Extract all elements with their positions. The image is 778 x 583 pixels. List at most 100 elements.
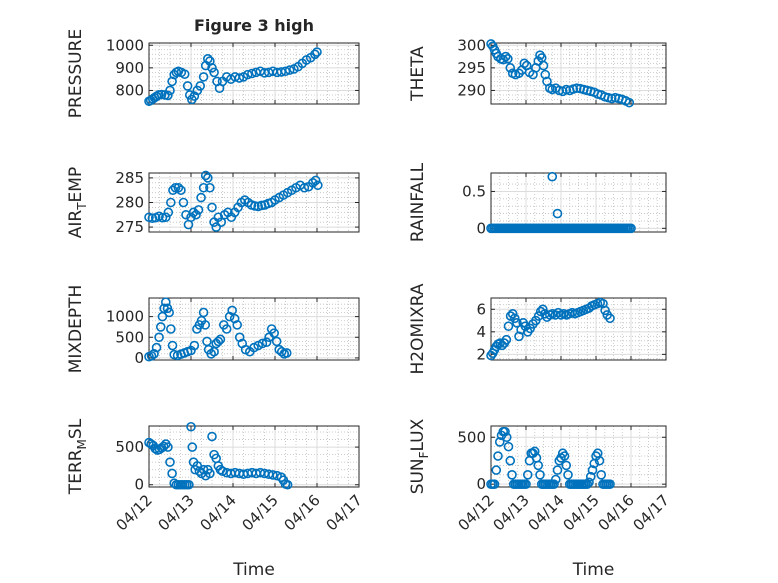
data-point — [158, 441, 169, 452]
data-point — [512, 317, 522, 328]
y-tick-label: 2 — [476, 345, 486, 363]
y-tick-label: 295 — [457, 59, 486, 77]
data-point — [310, 49, 320, 60]
data-point — [584, 477, 594, 488]
x-tick-label: 04/17 — [630, 491, 673, 534]
data-point — [310, 175, 321, 186]
data-point — [250, 201, 260, 211]
data-point — [156, 89, 167, 100]
data-point — [501, 432, 512, 443]
data-point — [494, 437, 505, 447]
y-tick-label: 300 — [457, 36, 486, 54]
data-point — [269, 328, 279, 338]
figure-title: Figure 3 high — [194, 16, 314, 35]
data-point — [261, 337, 272, 348]
plot-area — [490, 172, 667, 233]
data-point — [280, 66, 291, 77]
data-point — [493, 451, 503, 461]
y-axis-label: PRESSURE — [66, 29, 86, 118]
data-point — [276, 346, 287, 357]
data-point — [227, 305, 237, 316]
data-point — [196, 192, 206, 203]
data-point — [166, 197, 176, 208]
data-point — [529, 446, 540, 457]
y-tick-label: 0 — [134, 349, 144, 367]
data-point — [165, 457, 175, 467]
data-point — [256, 200, 267, 211]
data-point — [234, 73, 245, 83]
panel-theta: 290 295 300 THETA — [408, 36, 667, 108]
data-point — [163, 90, 173, 101]
data-point — [535, 469, 545, 480]
data-point — [519, 58, 530, 69]
data-point — [533, 460, 544, 471]
data-point — [561, 460, 572, 471]
data-point — [257, 338, 268, 349]
data-point — [224, 311, 235, 322]
data-point — [313, 180, 323, 191]
data-point — [587, 465, 598, 475]
y-tick-label: 0.5 — [462, 182, 486, 200]
data-point — [189, 340, 200, 351]
data-point — [198, 307, 209, 318]
data-point — [505, 63, 516, 73]
data-point — [188, 207, 199, 218]
data-point — [213, 212, 224, 223]
data-point — [507, 308, 518, 319]
data-point — [268, 470, 278, 480]
x-tick-label: 04/16 — [281, 491, 324, 534]
data-point — [509, 313, 520, 324]
data-point — [559, 451, 570, 461]
data-point — [232, 320, 242, 330]
panel-air-temp: 275 280 285 AIRTEMP — [66, 167, 360, 238]
data-point — [163, 207, 174, 218]
data-point — [624, 97, 635, 108]
data-point — [195, 81, 206, 91]
y-tick-label: 1000 — [106, 36, 144, 54]
data-point — [211, 222, 221, 232]
data-point — [547, 171, 558, 182]
data-point — [146, 351, 157, 361]
data-point — [209, 67, 219, 78]
x-axis-label-left: Time — [232, 560, 275, 580]
y-axis-label: THETA — [408, 46, 428, 102]
y-tick-label: 800 — [115, 81, 144, 99]
data-point — [193, 205, 204, 215]
data-point — [242, 69, 253, 80]
data-point — [503, 321, 514, 331]
y-tick-label: 900 — [115, 59, 144, 77]
data-point — [307, 178, 318, 188]
data-point — [203, 54, 213, 64]
data-point — [522, 469, 533, 480]
data-point — [521, 479, 531, 489]
data-point — [182, 81, 193, 91]
data-point — [549, 479, 559, 489]
data-point — [596, 469, 607, 480]
y-tick-label: 280 — [115, 194, 144, 212]
data-point — [163, 442, 173, 452]
x-tick-label: 04/15 — [560, 491, 603, 534]
data-point — [247, 68, 257, 79]
data-point — [553, 307, 564, 318]
axes-frame — [490, 297, 667, 361]
data-point — [207, 202, 217, 213]
data-point — [191, 209, 201, 220]
data-point — [167, 340, 178, 351]
y-tick-label: 285 — [115, 169, 144, 187]
data-point — [550, 474, 561, 485]
data-point — [150, 443, 161, 454]
x-tick-label: 04/14 — [525, 491, 568, 534]
data-point — [200, 170, 211, 181]
data-point — [207, 431, 217, 442]
x-tick-label: 04/12 — [455, 491, 498, 534]
data-point — [312, 47, 322, 57]
panel-rainfall: 0 0.5 RAINFALL — [408, 162, 667, 242]
data-point — [552, 465, 563, 475]
y-tick-label: 500 — [457, 428, 486, 446]
data-point — [538, 60, 549, 71]
panel-h2omixra: 2 4 6 H2OMIXRA — [408, 283, 667, 375]
data-point — [198, 182, 209, 193]
x-axis-label-right: Time — [572, 560, 615, 580]
panel-mixdepth: 0 500 1000 MIXDEPTH — [66, 285, 360, 373]
data-point — [284, 65, 295, 75]
